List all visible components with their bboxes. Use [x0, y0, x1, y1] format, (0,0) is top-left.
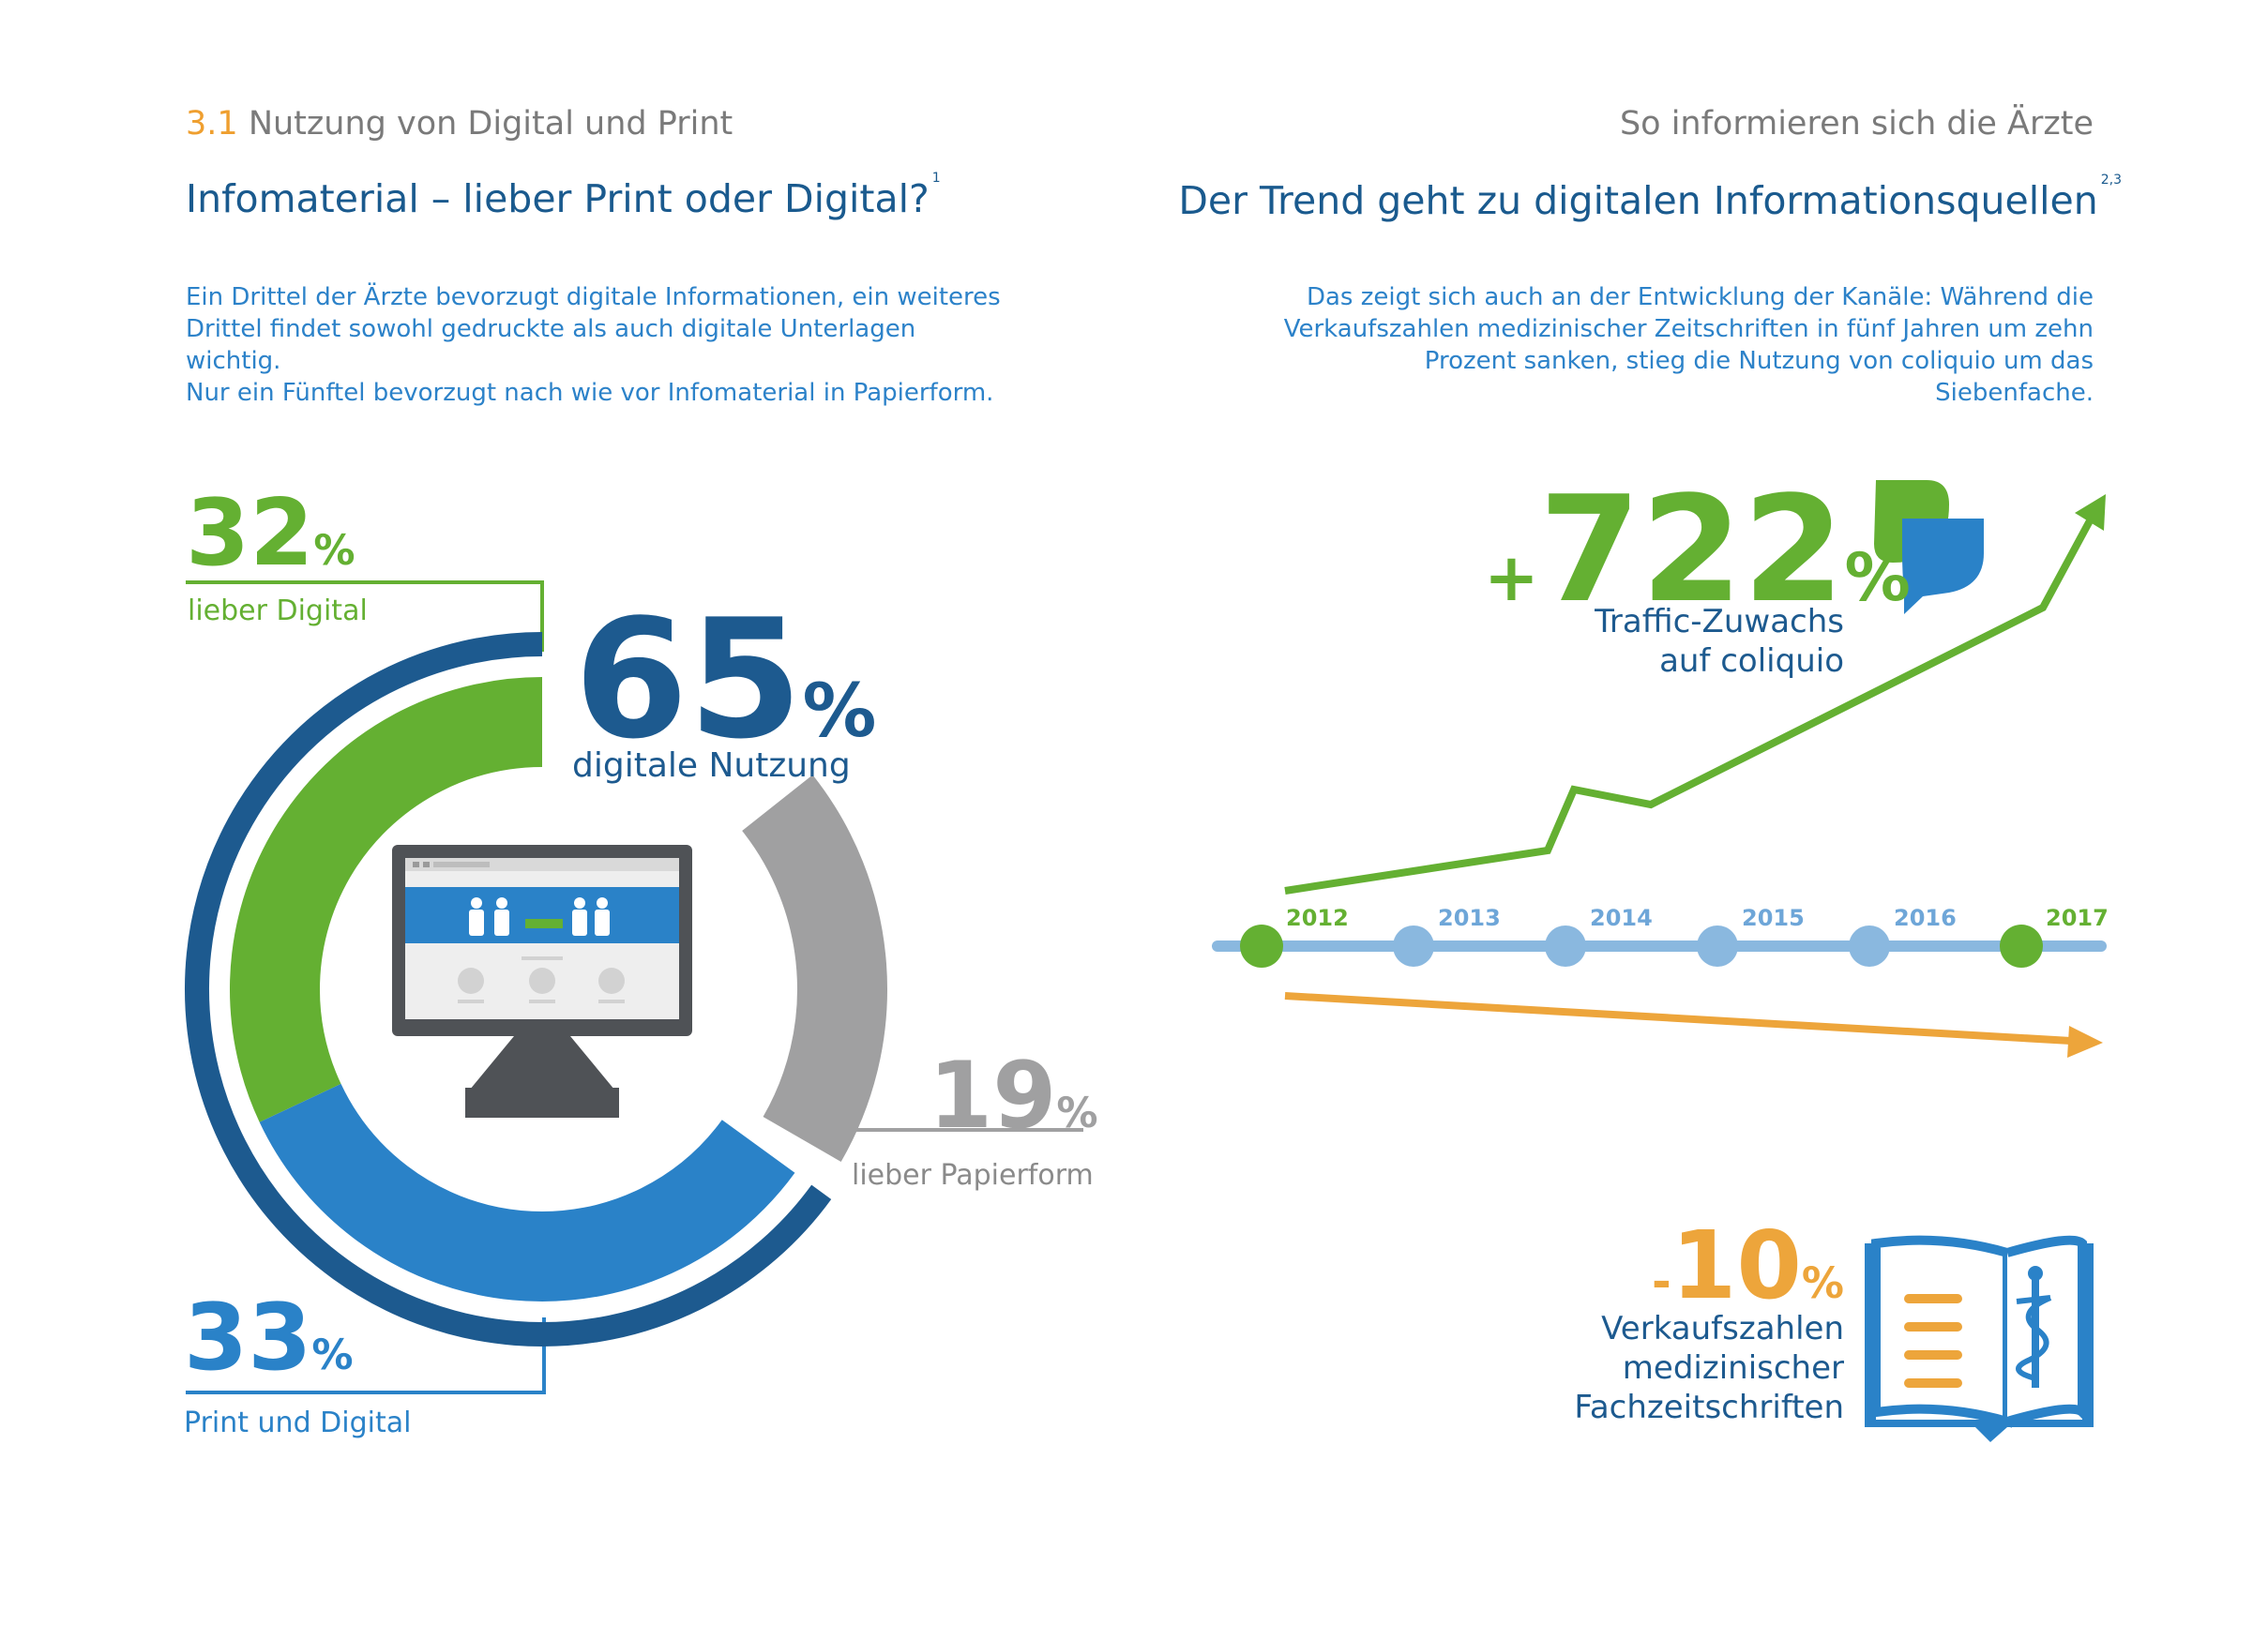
print-digital-number: 33 [184, 1285, 312, 1392]
medical-book-icon [1865, 1235, 2094, 1442]
donut-slice-digital [230, 677, 543, 1122]
print-decline-value: -10% [1652, 1219, 1844, 1313]
print-decline-unit: % [1801, 1258, 1844, 1308]
print-digital-unit: % [311, 1332, 354, 1379]
traffic-growth-number: 722 [1538, 464, 1845, 635]
print-decline-label-line: Fachzeitschriften [1574, 1389, 1844, 1426]
intro-right: Das zeigt sich auch an der Entwicklung d… [1268, 281, 2094, 409]
heading-left-text: Infomaterial – lieber Print oder Digital… [186, 176, 930, 221]
traffic-trend-arrowhead [2075, 494, 2106, 531]
print-decline-line [1284, 992, 2072, 1045]
paper-value-number: 19 [929, 1043, 1057, 1150]
total-digital-value: 65% [574, 598, 876, 762]
timeline-dot-2015 [1697, 925, 1738, 967]
intro-right-line: Verkaufszahlen medizinischer Zeitschrift… [1283, 315, 2094, 343]
paper-value: 19% [929, 1050, 1098, 1142]
timeline-dot-2013 [1393, 925, 1434, 967]
digital-label: lieber Digital [188, 594, 368, 627]
section-label: Nutzung von Digital und Print [248, 105, 733, 143]
section-title-right: So informieren sich die Ärzte [1619, 105, 2094, 143]
traffic-growth-label-line: auf coliquio [1659, 642, 1844, 680]
traffic-growth-unit: % [1844, 539, 1911, 616]
heading-left: Infomaterial – lieber Print oder Digital… [186, 171, 941, 221]
digital-value-unit: % [313, 527, 355, 575]
donut-slice-paper [741, 775, 887, 1162]
heading-right-text: Der Trend geht zu digitalen Informations… [1178, 178, 2098, 223]
coliquio-logo-icon [1874, 480, 1984, 614]
timeline-year-label: 2014 [1590, 905, 1653, 931]
digital-value-number: 32 [186, 480, 314, 587]
donut-outer-ring-digital [185, 632, 832, 1347]
desktop-monitor-icon [392, 845, 692, 1118]
timeline-dot-2014 [1545, 925, 1586, 967]
print-decline-prefix: - [1651, 1255, 1671, 1309]
traffic-growth-prefix: + [1484, 539, 1539, 616]
timeline-year-label: 2017 [2046, 905, 2109, 931]
section-number: 3.1 [186, 105, 238, 143]
timeline-dot-2016 [1849, 925, 1890, 967]
timeline-year-label: 2016 [1894, 905, 1957, 931]
paper-label: lieber Papierform [852, 1159, 1094, 1192]
timeline-year-label: 2013 [1438, 905, 1501, 931]
timeline-dot-2017 [2000, 925, 2043, 968]
print-digital-value: 33% [184, 1292, 354, 1384]
traffic-trend-line [1284, 512, 2097, 895]
digital-value: 32% [186, 488, 355, 579]
heading-left-footnote: 1 [931, 171, 941, 186]
timeline-dot-2012 [1240, 925, 1283, 968]
intro-left-line: Nur ein Fünftel bevorzugt nach wie vor I… [186, 379, 994, 407]
print-decline-label-line: Verkaufszahlen [1601, 1310, 1844, 1347]
heading-right-footnote: 2,3 [2100, 173, 2122, 188]
total-digital-label: digitale Nutzung [572, 746, 851, 785]
print-decline-label-line: medizinischer [1622, 1349, 1844, 1387]
intro-left: Ein Drittel der Ärzte bevorzugt digitale… [186, 281, 1011, 409]
digital-connector-line [186, 580, 544, 652]
intro-right-line: Das zeigt sich auch an der Entwicklung d… [1306, 283, 2094, 311]
print-decline-label: Verkaufszahlen medizinischer Fachzeitsch… [1574, 1309, 1844, 1427]
traffic-growth-label: Traffic-Zuwachs auf coliquio [1595, 602, 1844, 681]
intro-left-line: Drittel findet sowohl gedruckte als auch… [186, 315, 916, 375]
heading-right: Der Trend geht zu digitalen Informations… [1178, 173, 2122, 223]
total-digital-number: 65 [574, 585, 803, 775]
donut-slice-print-digital [259, 1083, 795, 1302]
section-title-left: 3.1 Nutzung von Digital und Print [186, 105, 733, 143]
paper-value-unit: % [1056, 1090, 1098, 1137]
traffic-growth-label-line: Traffic-Zuwachs [1595, 603, 1844, 640]
total-digital-unit: % [802, 668, 877, 754]
timeline-year-label: 2015 [1742, 905, 1805, 931]
traffic-growth-value: +722% [1484, 476, 1911, 623]
intro-left-line: Ein Drittel der Ärzte bevorzugt digitale… [186, 283, 1001, 311]
print-decline-arrowhead [2067, 1026, 2103, 1058]
intro-right-line: Prozent sanken, stieg die Nutzung von co… [1424, 347, 2094, 407]
print-digital-label: Print und Digital [184, 1407, 412, 1439]
print-decline-number: 10 [1671, 1211, 1802, 1320]
timeline-year-label: 2012 [1286, 905, 1349, 931]
timeline-year-dots [1240, 925, 2043, 968]
